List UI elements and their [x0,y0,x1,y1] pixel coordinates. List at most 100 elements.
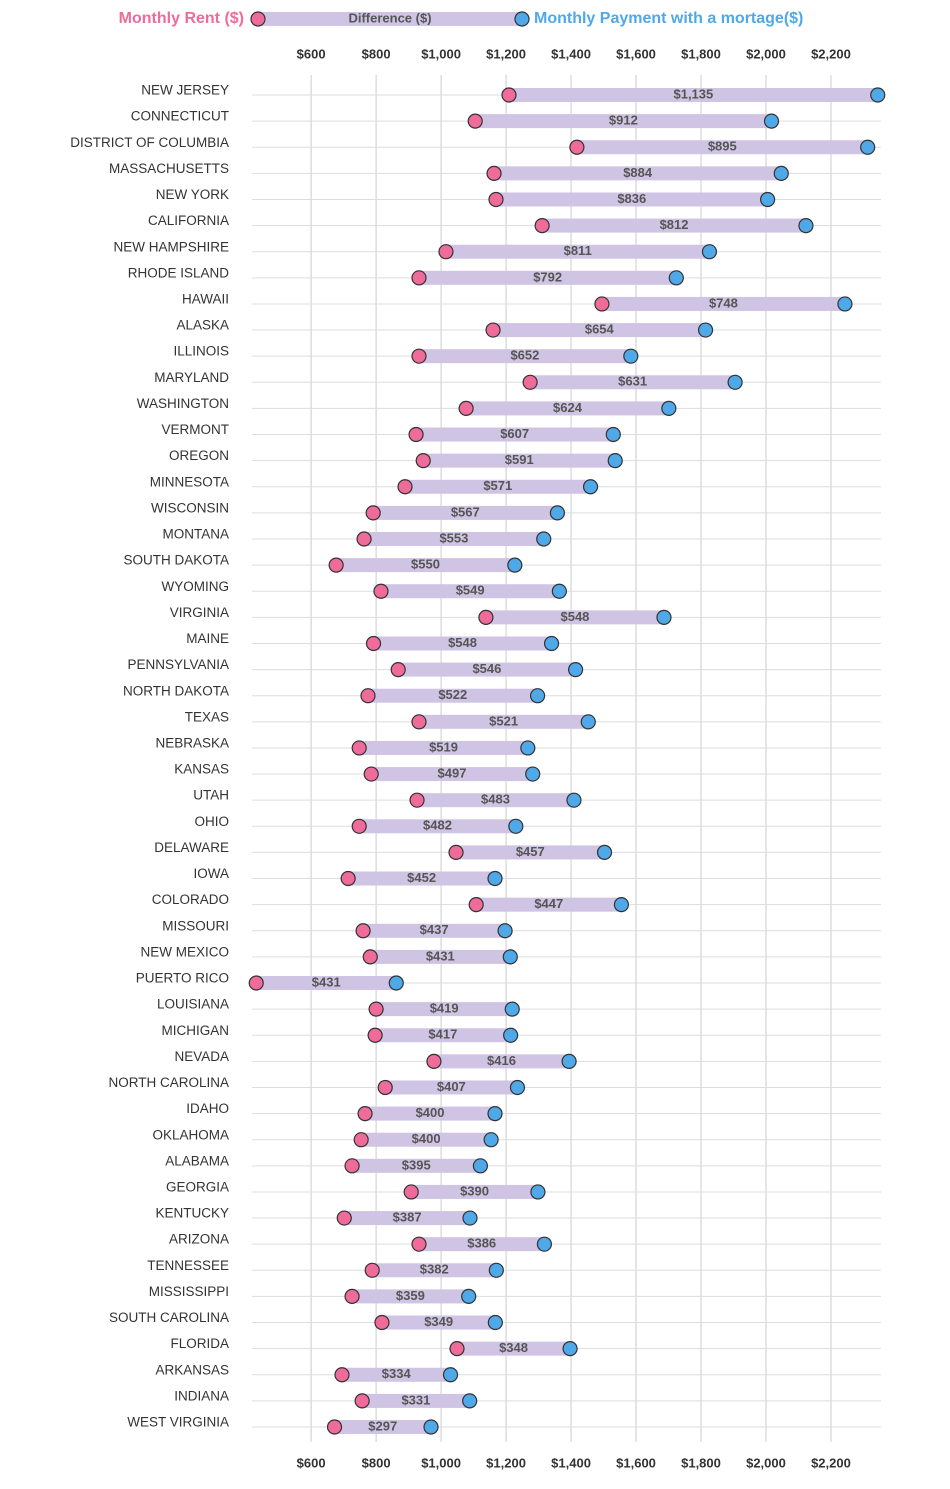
difference-bar [385,1080,518,1095]
rent-dot [485,322,501,338]
x-tick-label: $600 [297,46,326,61]
y-tick-label: GEORGIA [166,1180,229,1195]
data-label: $437 [420,922,449,937]
difference-bar [445,244,710,259]
x-tick-label: $2,200 [811,1455,851,1470]
data-label: $548 [448,635,477,650]
difference-bar [364,532,544,546]
legend-swatch [250,11,266,27]
difference-bar [495,192,768,207]
difference-bar [362,1393,470,1408]
rent-dot [328,557,344,573]
mortgage-dot [543,635,560,652]
difference-bar [381,1315,496,1330]
mortgage-dot [596,844,613,861]
difference-bar [348,871,496,886]
y-tick-label: TEXAS [185,709,229,724]
difference-bar [542,218,806,233]
y-tick-label: VIRGINIA [170,605,229,620]
y-tick-label: NEW HAMPSHIRE [113,239,229,254]
rent-dot [522,374,538,390]
rent-dot [534,217,550,234]
y-tick-label: PENNSYLVANIA [127,657,229,672]
difference-bar [416,427,614,442]
data-label: $836 [617,191,646,206]
rent-dot [351,818,367,834]
difference-bar [601,296,845,311]
y-tick-label: NORTH DAKOTA [123,683,229,698]
x-tick-label: $600 [297,1455,326,1470]
rent-dot [478,609,494,625]
difference-bar [530,375,736,390]
y-tick-label: IOWA [194,866,230,881]
y-tick-label: MAINE [186,631,229,646]
rent-dot [336,1210,352,1226]
mortgage-dot [487,870,503,887]
mortgage-dot [509,1079,526,1096]
mortgage-dot [561,1053,577,1069]
data-label: $348 [499,1340,528,1355]
y-tick-label: ILLINOIS [173,344,229,359]
rent-dot [326,1419,343,1435]
difference-bar [352,1158,481,1173]
y-tick-label: MONTANA [163,527,230,542]
legend-label: Monthly Payment with a mortage($) [534,10,803,27]
mortgage-dot [870,87,886,103]
rent-dot [411,270,427,286]
legend-swatch [258,12,522,26]
difference-bar [494,166,782,181]
data-label: $359 [396,1288,425,1303]
rent-dot [362,949,378,965]
difference-bar [372,1263,497,1278]
rent-dot [467,113,483,129]
y-tick-label: OKLAHOMA [152,1127,229,1142]
x-tick-label: $1,400 [551,1455,591,1470]
data-label: $457 [516,844,545,859]
mortgage-dot [530,1184,546,1200]
y-tick-label: MASSACHUSETTS [109,161,229,176]
data-label: $884 [623,165,653,180]
mortgage-dot [483,1132,499,1148]
rent-dot [340,870,356,887]
difference-bar [466,401,669,416]
y-tick-label: ARKANSAS [155,1362,229,1377]
rent-dot [363,766,379,782]
difference-bar [256,976,397,990]
mortgage-dot [580,714,596,730]
rent-dot [569,139,585,155]
data-label: $483 [481,792,510,807]
rent-dot [377,1079,393,1096]
data-label: $497 [438,765,467,780]
rent-dot [357,1105,373,1122]
data-label: $567 [451,504,480,519]
y-tick-label: INDIANA [174,1388,229,1403]
x-tick-label: $1,000 [421,46,461,61]
data-label: $390 [460,1183,489,1198]
mortgage-dot [668,270,684,286]
rent-dot [356,531,372,547]
mortgage-dot [525,766,541,782]
data-label: $652 [510,348,539,363]
x-tick-label: $2,200 [811,46,851,61]
y-tick-label: CONNECTICUT [131,109,229,124]
legend-label: Monthly Rent ($) [119,10,244,27]
y-tick-label: RHODE ISLAND [128,265,230,280]
difference-bar [475,114,772,129]
rent-dot [368,1001,384,1017]
mortgage-dot [504,1001,520,1017]
rent-dot [374,1314,390,1331]
difference-bar [398,662,576,677]
y-tick-label: ALASKA [176,318,229,333]
mortgage-dot [520,740,536,756]
difference-bar [370,949,511,964]
mortgage-dot [613,897,630,913]
mortgage-dot [566,792,582,808]
y-tick-label: NEW YORK [156,187,229,202]
data-label: $416 [487,1053,516,1068]
y-tick-label: MISSISSIPPI [149,1284,229,1299]
y-tick-label: MISSOURI [162,918,229,933]
difference-bar [359,819,516,834]
rent-dot [373,583,389,599]
data-label: $571 [483,478,512,493]
